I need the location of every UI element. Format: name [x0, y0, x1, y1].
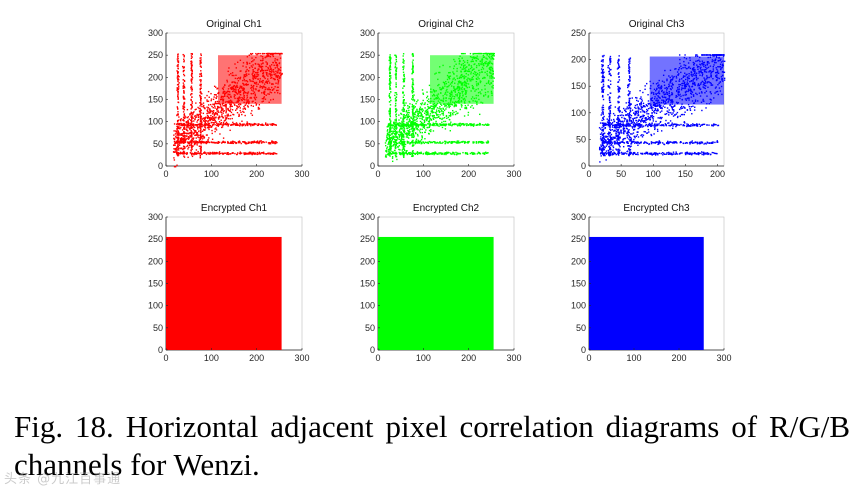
y-tick-label: 0: [158, 345, 163, 355]
x-tick-label: 100: [646, 169, 661, 179]
y-tick-label: 200: [360, 72, 375, 82]
panel-4: Encrypted Ch1 0 100 200 300 0 50 100 150 200 250 30…: [148, 203, 310, 363]
y-tick-label: 250: [148, 234, 163, 244]
y-tick-label: 200: [360, 256, 375, 266]
x-tick-label: 100: [626, 353, 641, 363]
y-tick-label: 150: [148, 279, 163, 289]
y-tick-label: 150: [148, 95, 163, 105]
panel-3: Original Ch3 0 50 100 150 200 0 50 100 150 200 250: [571, 19, 726, 179]
x-tick-label: 200: [671, 353, 686, 363]
x-tick-label: 200: [710, 169, 725, 179]
y-tick-label: 50: [365, 139, 375, 149]
figure-caption: Fig. 18. Horizontal adjacent pixel corre…: [14, 409, 850, 482]
y-tick-label: 0: [158, 161, 163, 171]
uniform-scatter-region: [166, 236, 282, 350]
panel-title: Original Ch2: [418, 19, 474, 30]
x-tick-label: 100: [416, 353, 431, 363]
y-tick-label: 150: [360, 95, 375, 105]
panel-5: Encrypted Ch2 0 100 200 300 0 50 100 150 200 250 30…: [360, 203, 522, 363]
uniform-scatter-region: [378, 236, 494, 350]
x-tick-label: 100: [204, 353, 219, 363]
x-tick-label: 100: [204, 169, 219, 179]
x-tick-label: 300: [294, 169, 309, 179]
dense-core: [218, 55, 282, 104]
y-tick-label: 150: [571, 81, 586, 91]
y-tick-label: 0: [370, 345, 375, 355]
x-tick-label: 300: [294, 353, 309, 363]
y-tick-label: 250: [360, 234, 375, 244]
y-tick-label: 50: [153, 139, 163, 149]
y-tick-label: 250: [360, 50, 375, 60]
x-tick-label: 0: [586, 169, 591, 179]
panel-title: Encrypted Ch2: [413, 203, 480, 214]
y-tick-label: 100: [571, 301, 586, 311]
x-tick-label: 300: [506, 169, 521, 179]
x-tick-label: 0: [375, 169, 380, 179]
panel-title: Encrypted Ch1: [201, 203, 268, 214]
y-tick-label: 50: [153, 323, 163, 333]
y-tick-label: 150: [360, 279, 375, 289]
dense-core: [430, 55, 494, 104]
x-tick-label: 300: [506, 353, 521, 363]
y-tick-label: 300: [148, 212, 163, 222]
y-tick-label: 250: [148, 50, 163, 60]
y-tick-label: 100: [148, 301, 163, 311]
x-tick-label: 200: [461, 169, 476, 179]
y-tick-label: 100: [571, 108, 586, 118]
y-tick-label: 200: [571, 256, 586, 266]
y-tick-label: 0: [581, 345, 586, 355]
y-tick-label: 300: [148, 28, 163, 38]
panel-title: Encrypted Ch3: [623, 203, 690, 214]
x-tick-label: 0: [586, 353, 591, 363]
y-tick-label: 200: [148, 256, 163, 266]
y-tick-label: 300: [360, 212, 375, 222]
panel-title: Original Ch1: [206, 19, 262, 30]
panel-title: Original Ch3: [629, 19, 685, 30]
x-tick-label: 300: [716, 353, 731, 363]
x-tick-label: 100: [416, 169, 431, 179]
x-tick-label: 50: [616, 169, 626, 179]
x-tick-label: 200: [249, 353, 264, 363]
panel-6: Encrypted Ch3 0 100 200 300 0 50 100 150 200 250 30…: [571, 203, 732, 363]
x-tick-label: 200: [461, 353, 476, 363]
y-tick-label: 300: [571, 212, 586, 222]
scatter-points: [598, 54, 726, 163]
y-tick-label: 50: [576, 134, 586, 144]
x-tick-label: 0: [375, 353, 380, 363]
y-tick-label: 300: [360, 28, 375, 38]
y-tick-label: 100: [148, 117, 163, 127]
y-tick-label: 250: [571, 28, 586, 38]
watermark: 头条 @九江百事通: [4, 472, 122, 487]
y-tick-label: 0: [370, 161, 375, 171]
y-tick-label: 250: [571, 234, 586, 244]
scatter-points: [589, 236, 704, 350]
y-tick-label: 200: [148, 72, 163, 82]
y-tick-label: 0: [581, 161, 586, 171]
scatter-points: [378, 236, 494, 350]
x-tick-label: 0: [163, 353, 168, 363]
y-tick-label: 150: [571, 279, 586, 289]
y-tick-label: 50: [576, 323, 586, 333]
y-tick-label: 100: [360, 117, 375, 127]
panel-1: Original Ch1 0 100 200 300 0 50 100 150 200 250 300: [148, 19, 310, 179]
y-tick-label: 100: [360, 301, 375, 311]
scatter-points: [384, 52, 495, 163]
x-tick-label: 200: [249, 169, 264, 179]
x-tick-label: 150: [678, 169, 693, 179]
y-tick-label: 200: [571, 55, 586, 65]
scatter-points: [172, 52, 283, 168]
uniform-scatter-region: [589, 236, 704, 350]
x-tick-label: 0: [163, 169, 168, 179]
panel-2: Original Ch2 0 100 200 300 0 50 100 150 200 250 300: [360, 19, 522, 179]
scatter-points: [166, 236, 282, 350]
dense-core: [649, 56, 724, 105]
y-tick-label: 50: [365, 323, 375, 333]
